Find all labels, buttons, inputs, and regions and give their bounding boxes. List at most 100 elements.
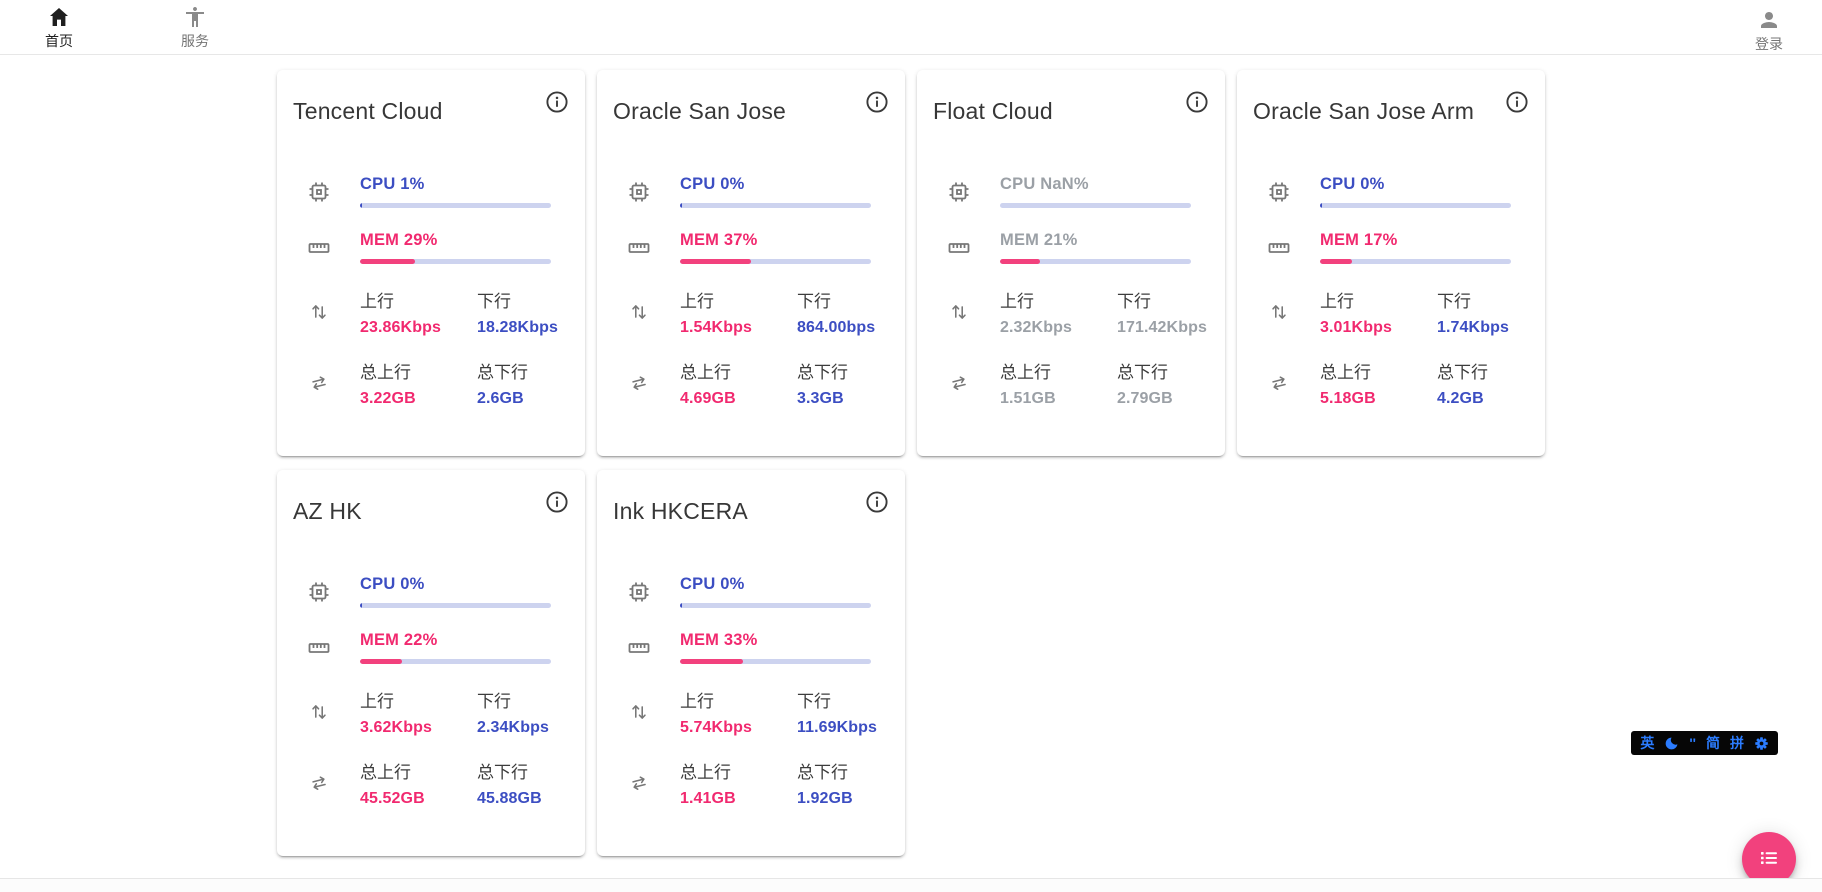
cpu-progress-bar (360, 203, 551, 208)
total-upload-value: 1.41GB (680, 790, 736, 807)
download-label: 下行 (1117, 292, 1151, 311)
cpu-chip-icon (1267, 180, 1291, 204)
total-upload-value: 1.51GB (1000, 390, 1056, 407)
mem-row: MEM 21% (933, 231, 1209, 264)
server-card: Oracle San Jose CPU (597, 70, 905, 456)
cpu-progress-bar (1320, 203, 1511, 208)
accessibility-icon (183, 3, 207, 29)
ruler-icon (947, 236, 971, 260)
upload-label: 上行 (360, 292, 394, 311)
server-name: Ink HKCERA (613, 498, 748, 524)
upload-speed: 2.32Kbps (1000, 319, 1072, 336)
cpu-usage-label: CPU 0% (680, 575, 745, 593)
ime-scheme-indicator[interactable]: 拼 (1730, 735, 1744, 751)
download-speed: 864.00bps (797, 319, 876, 336)
total-upload-label: 总上行 (680, 763, 731, 782)
mem-progress-bar (360, 659, 551, 664)
total-upload-label: 总上行 (360, 363, 411, 382)
download-speed: 18.28Kbps (477, 319, 558, 336)
info-icon[interactable] (865, 490, 889, 514)
cpu-chip-icon (307, 180, 331, 204)
server-name: Tencent Cloud (293, 98, 443, 124)
total-upload-label: 总上行 (1000, 363, 1051, 382)
total-download-label: 总下行 (797, 363, 848, 382)
nav-item-label: 登录 (1755, 36, 1783, 52)
net-total-row: 总上行 3.22GB 总下行 2.6GB (293, 358, 569, 408)
nav-item-login[interactable]: 登录 (1734, 6, 1804, 54)
mem-row: MEM 37% (613, 231, 889, 264)
net-total-row: 总上行 45.52GB 总下行 45.88GB (293, 758, 569, 808)
server-card: Tencent Cloud CPU 1% (277, 70, 585, 456)
moon-icon[interactable] (1664, 736, 1679, 751)
swap-horiz-icon (307, 771, 331, 795)
upload-label: 上行 (1000, 292, 1034, 311)
swap-horiz-icon (627, 771, 651, 795)
download-label: 下行 (477, 292, 511, 311)
nav-item-home[interactable]: 首页 (24, 3, 94, 51)
total-download-value: 45.88GB (477, 790, 542, 807)
swap-vert-icon (627, 700, 651, 724)
info-icon[interactable] (865, 90, 889, 114)
nav-item-label: 首页 (45, 33, 73, 49)
nav-item-services[interactable]: 服务 (160, 3, 230, 51)
server-card: Float Cloud CPU NaN% (917, 70, 1225, 456)
total-upload-label: 总上行 (1320, 363, 1371, 382)
net-speed-row: 上行 23.86Kbps 下行 18.28Kbps (293, 287, 569, 337)
ruler-icon (627, 236, 651, 260)
info-icon[interactable] (1505, 90, 1529, 114)
total-upload-label: 总上行 (680, 363, 731, 382)
nav-item-label: 服务 (181, 33, 209, 49)
download-label: 下行 (797, 292, 831, 311)
upload-label: 上行 (1320, 292, 1354, 311)
mem-row: MEM 17% (1253, 231, 1529, 264)
download-label: 下行 (1437, 292, 1471, 311)
ime-punct-indicator[interactable]: '' (1689, 735, 1696, 751)
mem-usage-label: MEM 33% (680, 631, 758, 649)
cpu-row: CPU 0% (613, 575, 889, 608)
cpu-usage-label: CPU 1% (360, 175, 425, 193)
download-label: 下行 (797, 692, 831, 711)
server-name: Float Cloud (933, 98, 1053, 124)
download-speed: 1.74Kbps (1437, 319, 1509, 336)
swap-vert-icon (307, 300, 331, 324)
total-upload-value: 4.69GB (680, 390, 736, 407)
ruler-icon (307, 636, 331, 660)
ime-toolbar[interactable]: 英 '' 简 拼 (1631, 731, 1778, 755)
footer-strip (0, 878, 1822, 892)
gear-icon[interactable] (1754, 736, 1769, 751)
server-card: Ink HKCERA CPU 0% (597, 470, 905, 856)
mem-row: MEM 22% (293, 631, 569, 664)
cpu-progress-bar (360, 603, 551, 608)
total-download-label: 总下行 (477, 763, 528, 782)
server-list-fab[interactable] (1742, 832, 1796, 886)
server-name: Oracle San Jose (613, 98, 787, 124)
total-download-value: 2.6GB (477, 390, 524, 407)
mem-row: MEM 33% (613, 631, 889, 664)
cpu-row: CPU 0% (613, 175, 889, 208)
cpu-usage-label: CPU 0% (680, 175, 745, 193)
cpu-usage-label: CPU 0% (1320, 175, 1385, 193)
cpu-row: CPU 0% (293, 575, 569, 608)
list-icon (1757, 846, 1781, 873)
info-icon[interactable] (545, 490, 569, 514)
upload-speed: 1.54Kbps (680, 319, 752, 336)
ime-lang-indicator[interactable]: 英 (1640, 735, 1655, 751)
ime-charset-indicator[interactable]: 简 (1706, 735, 1720, 751)
download-speed: 2.34Kbps (477, 719, 549, 736)
home-icon (47, 3, 71, 29)
swap-vert-icon (1267, 300, 1291, 324)
net-speed-row: 上行 5.74Kbps 下行 11.69Kbps (613, 687, 889, 737)
mem-progress-bar (1000, 259, 1191, 264)
upload-speed: 3.01Kbps (1320, 319, 1392, 336)
swap-horiz-icon (947, 371, 971, 395)
total-download-label: 总下行 (1437, 363, 1488, 382)
cpu-chip-icon (627, 180, 651, 204)
total-download-label: 总下行 (797, 763, 848, 782)
total-download-value: 1.92GB (797, 790, 853, 807)
ruler-icon (627, 636, 651, 660)
mem-progress-bar (1320, 259, 1511, 264)
cards-grid: Tencent Cloud CPU 1% (277, 70, 1545, 856)
swap-vert-icon (627, 300, 651, 324)
info-icon[interactable] (545, 90, 569, 114)
info-icon[interactable] (1185, 90, 1209, 114)
